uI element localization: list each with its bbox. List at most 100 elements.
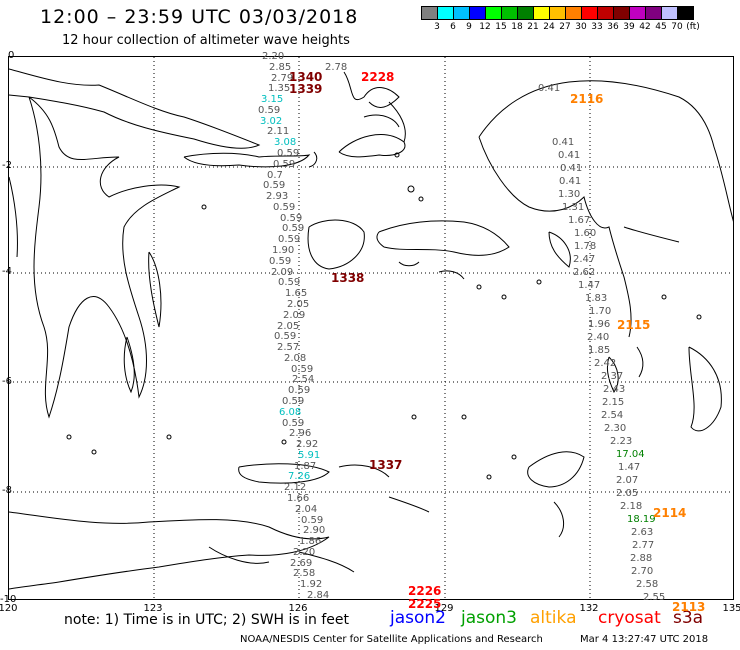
swh-reading: 1.47 (618, 462, 641, 473)
colorbar-labels: 3 6 9 12 15 18 21 24 27 30 33 36 39 42 45 70 (ft) (421, 22, 740, 34)
swh-reading: 2.62 (573, 267, 596, 278)
ylabel-3: -6 (2, 376, 12, 387)
swh-reading: 1.70 (589, 306, 612, 317)
swh-reading: 0.7 (267, 170, 283, 181)
swh-reading: 2.78 (325, 62, 348, 73)
swh-reading: 3.08 (274, 137, 297, 148)
swh-reading: 2.85 (269, 62, 292, 73)
swh-reading: 1.67 (568, 215, 591, 226)
swh-reading: 0.59 (280, 213, 303, 224)
swh-reading: 1.96 (588, 319, 611, 330)
swh-reading: 2.63 (631, 527, 654, 538)
ylabel-2: -4 (2, 266, 12, 277)
swh-reading: 2.96 (289, 428, 312, 439)
colorbar-swatch (501, 6, 518, 20)
colorbar-swatch (629, 6, 646, 20)
swh-reading: 1.92 (300, 579, 323, 590)
map-title: 12:00 – 23:59 UTC 03/03/2018 (40, 6, 359, 28)
swh-reading: 2.04 (295, 504, 318, 515)
colorbar-label: 42 (639, 22, 651, 32)
colorbar-swatch (469, 6, 486, 20)
swh-reading: 2.79 (271, 73, 294, 84)
swh-reading: 1.47 (578, 280, 601, 291)
swh-reading: 2.09 (271, 267, 294, 278)
pass-label: 2225 (408, 597, 442, 611)
colorbar-swatch (597, 6, 614, 20)
colorbar-label: 9 (466, 22, 472, 32)
pass-label: 1337 (369, 458, 403, 472)
footnote: note: 1) Time is in UTC; 2) SWH is in fe… (64, 612, 350, 628)
swh-reading: 2.88 (630, 553, 653, 564)
colorbar-label: 3 (434, 22, 440, 32)
swh-reading: 2.30 (604, 423, 627, 434)
colorbar-label: 12 (479, 22, 491, 32)
swh-reading: 2.84 (307, 590, 330, 601)
swh-reading: 2.05 (287, 299, 310, 310)
colorbar-label: 15 (495, 22, 507, 32)
colorbar-swatch (677, 6, 694, 20)
swh-reading: 2.40 (587, 332, 610, 343)
colorbar-swatch (533, 6, 550, 20)
swh-reading: 1.90 (272, 245, 295, 256)
swh-reading: 2.15 (602, 397, 625, 408)
xlabel-0: 120 (0, 603, 18, 614)
swh-reading: 1.86 (299, 536, 322, 547)
colorbar-swatch (437, 6, 454, 20)
pass-label: 1338 (331, 271, 365, 285)
pass-label: 2113 (672, 600, 706, 614)
swh-reading: 1.65 (285, 288, 308, 299)
swh-reading: 5.91 (298, 450, 321, 461)
swh-reading: 1.87 (294, 461, 317, 472)
swh-reading: 0.59 (282, 396, 305, 407)
colorbar-label: 24 (543, 22, 555, 32)
pass-label: 2114 (653, 506, 687, 520)
grid-lines (9, 57, 733, 599)
swh-reading: 0.41 (552, 137, 575, 148)
swh-reading: 2.54 (292, 374, 315, 385)
colorbar-label: 45 (655, 22, 667, 32)
swh-reading: 0.59 (258, 105, 281, 116)
swh-reading: 2.55 (643, 592, 666, 603)
pass-label: 1339 (289, 82, 323, 96)
swh-reading: 0.59 (278, 277, 301, 288)
ylabel-0: 0 (8, 50, 15, 61)
swh-reading: 2.11 (267, 126, 290, 137)
swh-reading: 1.60 (574, 228, 597, 239)
swh-reading: 7.26 (288, 471, 311, 482)
colorbar-label: 21 (527, 22, 539, 32)
swh-reading: 2.18 (620, 501, 643, 512)
swh-reading: 17.04 (616, 449, 645, 460)
swh-reading: 1.30 (558, 189, 581, 200)
swh-reading: 6.08 (279, 407, 302, 418)
colorbar-label: 27 (559, 22, 571, 32)
swh-reading: 1.83 (585, 293, 608, 304)
swh-reading: 1.85 (588, 345, 611, 356)
xlabel-5: 135 (722, 603, 740, 614)
xlabel-3: 129 (434, 603, 454, 614)
legend-altika: altika (530, 608, 577, 628)
swh-reading: 18.19 (627, 514, 656, 525)
colorbar-label: 33 (591, 22, 603, 32)
swh-reading: 2.37 (601, 371, 624, 382)
swh-reading: 2.20 (262, 51, 285, 62)
swh-reading: 2.43 (603, 384, 626, 395)
colorbar-label: 70 (671, 22, 683, 32)
swh-reading: 2.58 (636, 579, 659, 590)
xlabel-4: 132 (579, 603, 599, 614)
legend-cryosat: cryosat (598, 608, 661, 628)
generated-timestamp: Mar 4 13:27:47 UTC 2018 (580, 634, 709, 645)
swh-reading: 2.58 (293, 568, 316, 579)
swh-reading: 0.59 (282, 223, 305, 234)
colorbar-swatch (581, 6, 598, 20)
swh-reading: 2.42 (594, 358, 617, 369)
colorbar-label: 18 (511, 22, 523, 32)
swh-reading: 2.90 (303, 525, 326, 536)
swh-reading: 2.92 (296, 439, 319, 450)
pass-label: 1340 (289, 70, 323, 84)
swh-reading: 0.59 (277, 148, 300, 159)
swh-reading: 2.77 (632, 540, 655, 551)
swh-reading: 3.15 (261, 94, 284, 105)
colorbar-swatch (485, 6, 502, 20)
colorbar-swatch (517, 6, 534, 20)
swh-reading: 2.93 (266, 191, 289, 202)
